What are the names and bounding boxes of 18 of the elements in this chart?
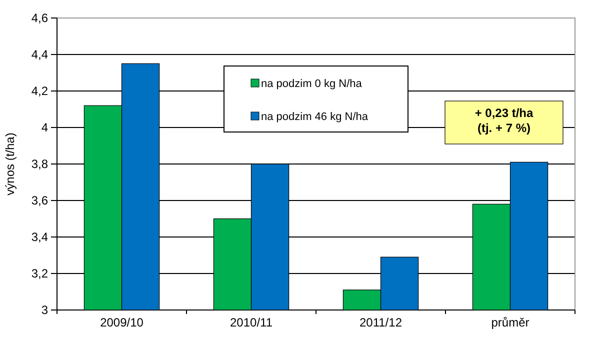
y-axis-title: výnos (t/ha) — [3, 132, 17, 196]
legend-label: na podzim 0 kg N/ha — [261, 78, 363, 90]
x-tick-label: 2010/11 — [230, 316, 273, 330]
legend-label: na podzim 46 kg N/ha — [261, 111, 369, 123]
y-tick-label: 3,6 — [31, 193, 48, 208]
y-tick-label: 4 — [41, 120, 48, 134]
x-tick-label: 2009/10 — [100, 316, 144, 330]
y-tick-label: 3 — [41, 302, 48, 317]
y-tick-label: 4,6 — [31, 10, 48, 25]
y-tick-label: 4,4 — [31, 47, 48, 62]
y-tick-label: 4,2 — [31, 84, 48, 98]
y-tick-label: 3,2 — [31, 266, 48, 280]
y-tick-label: 3,8 — [31, 156, 48, 171]
x-tick-label: průměr — [491, 316, 530, 330]
note-box: + 0,23 t/ha (tj. + 7 %) — [444, 100, 564, 144]
annotation: + 0,23 t/ha (tj. + 7 %) — [474, 106, 534, 135]
y-tick-label: 3,4 — [31, 230, 48, 244]
x-tick-label: 2011/12 — [360, 316, 402, 330]
